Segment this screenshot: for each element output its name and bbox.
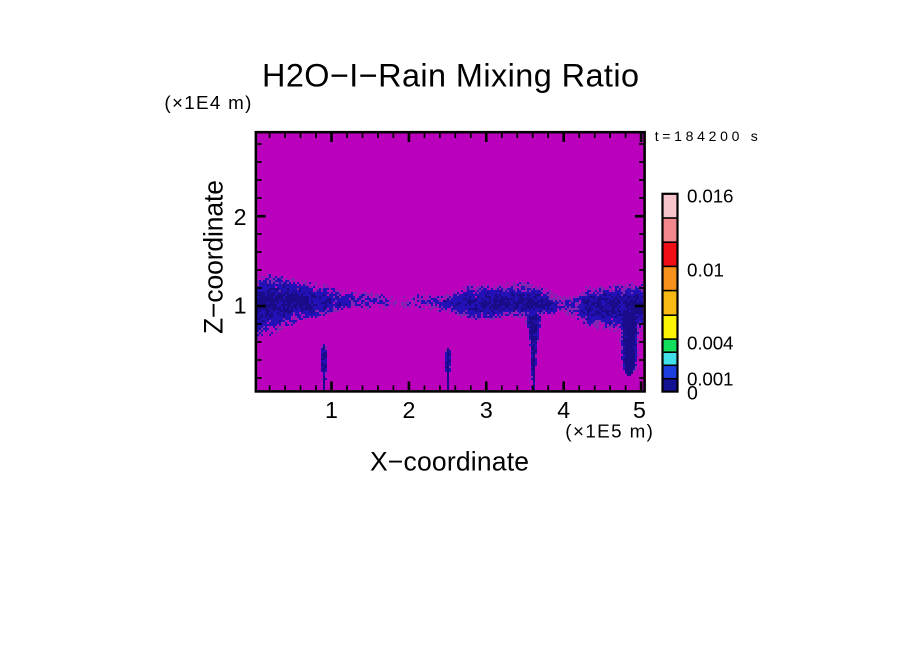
svg-text:3: 3 xyxy=(480,397,493,423)
svg-text:0.016: 0.016 xyxy=(687,185,734,206)
svg-text:(×1E5 m): (×1E5 m) xyxy=(565,420,653,441)
svg-text:0.001: 0.001 xyxy=(687,369,734,390)
svg-text:4: 4 xyxy=(557,397,570,423)
svg-text:0: 0 xyxy=(687,383,698,405)
svg-text:2: 2 xyxy=(402,397,415,423)
svg-text:1: 1 xyxy=(325,397,338,423)
svg-text:1: 1 xyxy=(234,292,247,318)
svg-text:0.01: 0.01 xyxy=(687,260,724,281)
svg-text:(×1E4 m): (×1E4 m) xyxy=(164,92,251,113)
svg-text:Z−coordinate: Z−coordinate xyxy=(198,180,228,334)
svg-text:H2O−I−Rain Mixing Ratio: H2O−I−Rain Mixing Ratio xyxy=(262,58,639,94)
svg-text:5: 5 xyxy=(633,397,646,423)
svg-text:0.004: 0.004 xyxy=(687,332,734,353)
svg-text:2: 2 xyxy=(234,204,247,230)
svg-text:X−coordinate: X−coordinate xyxy=(370,447,529,477)
